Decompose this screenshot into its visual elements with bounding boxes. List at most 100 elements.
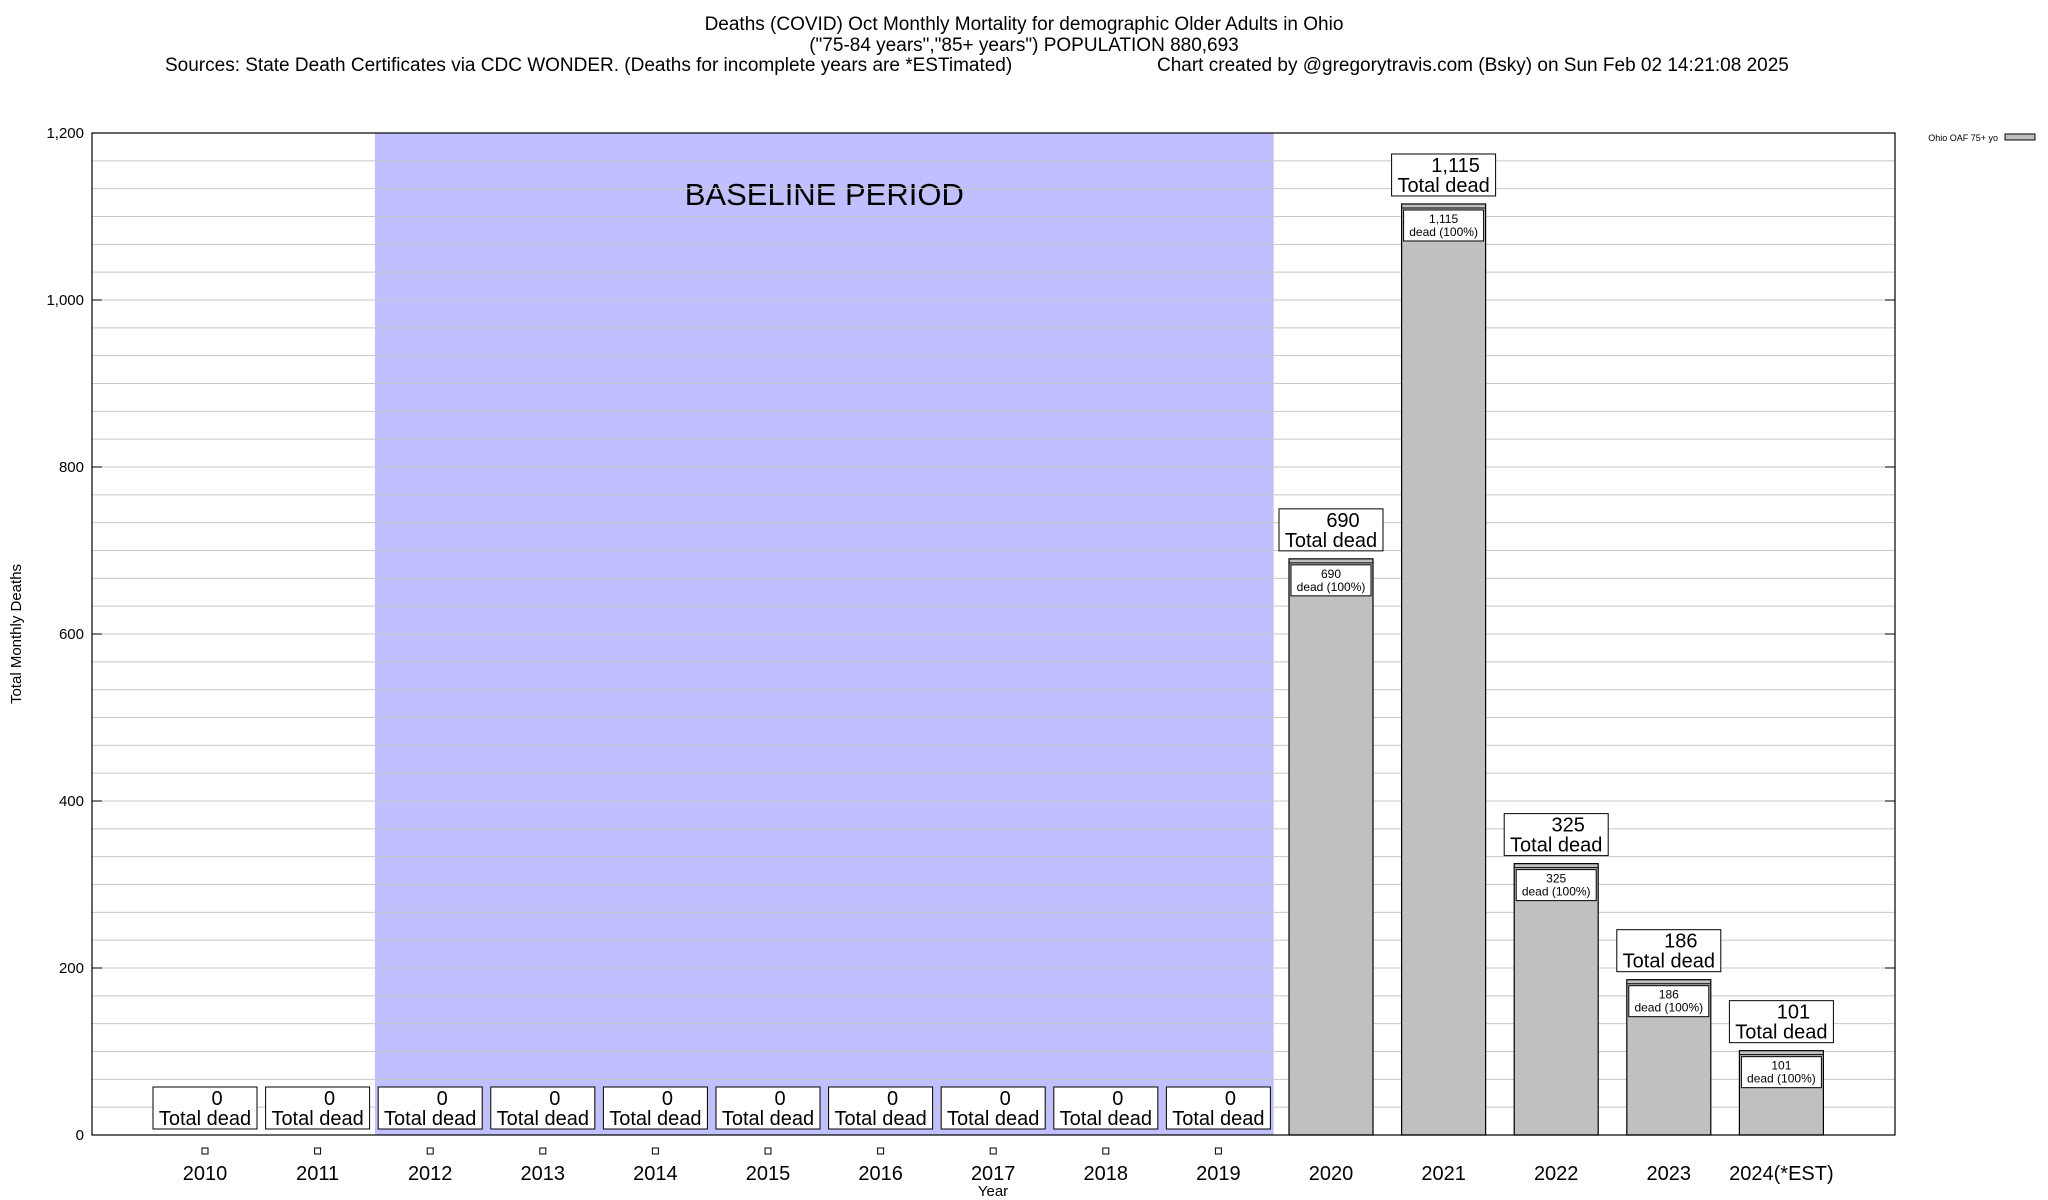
legend-label: Ohio OAF 75+ yo <box>1928 133 1998 143</box>
zero-marker <box>764 1147 772 1155</box>
bar-total-value: 0 <box>887 1088 898 1110</box>
bar-total-value: 0 <box>549 1088 560 1110</box>
bar-inner-label-box <box>1403 209 1485 242</box>
x-tick-label: 2019 <box>1196 1163 1241 1185</box>
bar-total-label: Total dead <box>1060 1108 1152 1130</box>
bar-total-label: Total dead <box>609 1108 701 1130</box>
x-axis-label: Year <box>978 1183 1008 1200</box>
bar-total-value: 325 <box>1552 815 1585 837</box>
y-tick-label: 1,000 <box>46 292 84 309</box>
x-tick-label: 2023 <box>1647 1163 1692 1185</box>
bar-total-label-box <box>1616 929 1722 973</box>
zero-marker <box>539 1147 547 1155</box>
x-tick-label: 2024(*EST) <box>1729 1163 1834 1185</box>
bar-total-value: 0 <box>437 1088 448 1110</box>
x-tick-label: 2022 <box>1534 1163 1579 1185</box>
bar-total-label: Total dead <box>1285 530 1377 552</box>
bar-total-label: Total dead <box>159 1108 251 1130</box>
y-tick-label: 200 <box>59 960 84 977</box>
bar-total-label-box <box>152 1086 258 1130</box>
bar-total-value: 690 <box>1326 510 1359 532</box>
x-tick-label: 2012 <box>408 1163 453 1185</box>
zero-marker <box>201 1147 209 1155</box>
zero-marker <box>426 1147 434 1155</box>
bar-total-value: 101 <box>1777 1002 1810 1024</box>
zero-marker <box>877 1147 885 1155</box>
bar-total-label-box <box>1391 153 1497 197</box>
chart-title: Deaths (COVID) Oct Monthly Mortality for… <box>704 14 1344 35</box>
bar-total-label: Total dead <box>1510 835 1602 857</box>
bar-total-value: 186 <box>1664 931 1697 953</box>
bar-total-value: 0 <box>1225 1088 1236 1110</box>
bar-total-label-box <box>490 1086 596 1130</box>
x-tick-label: 2013 <box>521 1163 566 1185</box>
bar-total-label: Total dead <box>384 1108 476 1130</box>
x-tick-label: 2020 <box>1309 1163 1354 1185</box>
bar-total-value: 0 <box>211 1088 222 1110</box>
bar-total-label-box <box>1503 813 1609 857</box>
bar-inner-percent: dead (100%) <box>1297 580 1366 594</box>
bar-inner-percent: dead (100%) <box>1409 225 1478 239</box>
bar-total-label: Total dead <box>1735 1022 1827 1044</box>
bar-total-label: Total dead <box>722 1108 814 1130</box>
bar-total-label-box <box>828 1086 934 1130</box>
bar-total-label-box <box>1053 1086 1159 1130</box>
bar-total-label: Total dead <box>947 1108 1039 1130</box>
y-tick-label: 400 <box>59 793 84 810</box>
bar-total-value: 0 <box>774 1088 785 1110</box>
bar-inner-percent: dead (100%) <box>1747 1072 1816 1086</box>
y-tick-label: 800 <box>59 459 84 476</box>
bar-total-value: 0 <box>324 1088 335 1110</box>
y-axis-label: Total Monthly Deaths <box>8 564 25 704</box>
bar-total-label: Total dead <box>834 1108 926 1130</box>
bar-total-label: Total dead <box>1397 175 1489 197</box>
bar-inner-percent: dead (100%) <box>1634 1001 1703 1015</box>
zero-marker <box>1102 1147 1110 1155</box>
y-tick-label: 1,200 <box>46 125 84 142</box>
bar-inner-value: 101 <box>1771 1059 1791 1073</box>
bar-total-value: 0 <box>1000 1088 1011 1110</box>
bar <box>1400 203 1487 1136</box>
bar-total-value: 0 <box>662 1088 673 1110</box>
x-tick-label: 2014 <box>633 1163 678 1185</box>
zero-marker <box>1214 1147 1222 1155</box>
bar-total-label-box <box>602 1086 708 1130</box>
bar-total-label: Total dead <box>1172 1108 1264 1130</box>
bar-total-label: Total dead <box>271 1108 363 1130</box>
bar-total-label-box <box>377 1086 483 1130</box>
bar <box>1288 558 1374 1136</box>
bar-total-label-box <box>265 1086 371 1130</box>
zero-marker <box>989 1147 997 1155</box>
x-tick-label: 2016 <box>858 1163 903 1185</box>
bar <box>1513 863 1599 1136</box>
bar-inner-value: 1,115 <box>1429 212 1458 226</box>
bar-inner-label-box <box>1628 985 1710 1018</box>
bar-total-label-box <box>1728 1000 1834 1044</box>
bar-inner-label-box <box>1515 869 1597 902</box>
legend-swatch <box>2004 133 2036 141</box>
bar-inner-value: 325 <box>1546 872 1566 886</box>
bar-total-label: Total dead <box>497 1108 589 1130</box>
bar-total-label-box <box>1278 508 1384 552</box>
bar-total-label-box <box>940 1086 1046 1130</box>
x-tick-label: 2018 <box>1084 1163 1129 1185</box>
chart-credit: Chart created by @gregorytravis.com (Bsk… <box>1157 55 1789 76</box>
bar-inner-label-box <box>1290 564 1372 597</box>
bar-inner-value: 690 <box>1321 567 1341 581</box>
bar-total-label: Total dead <box>1623 951 1715 973</box>
x-tick-label: 2017 <box>971 1163 1016 1185</box>
x-tick-label: 2021 <box>1421 1163 1466 1185</box>
y-tick-label: 0 <box>76 1127 84 1144</box>
x-tick-label: 2011 <box>296 1163 339 1185</box>
bar-total-label-box <box>715 1086 821 1130</box>
bar-total-value: 1,115 <box>1431 155 1480 177</box>
bar-total-value: 0 <box>1112 1088 1123 1110</box>
y-tick-label: 600 <box>59 626 84 643</box>
chart-sources: Sources: State Death Certificates via CD… <box>165 55 1013 76</box>
bar-inner-value: 186 <box>1659 988 1679 1002</box>
bar-inner-label-box <box>1740 1056 1822 1089</box>
bar-inner-percent: dead (100%) <box>1522 885 1591 899</box>
zero-marker <box>651 1147 659 1155</box>
bar-total-label-box <box>1165 1086 1271 1130</box>
